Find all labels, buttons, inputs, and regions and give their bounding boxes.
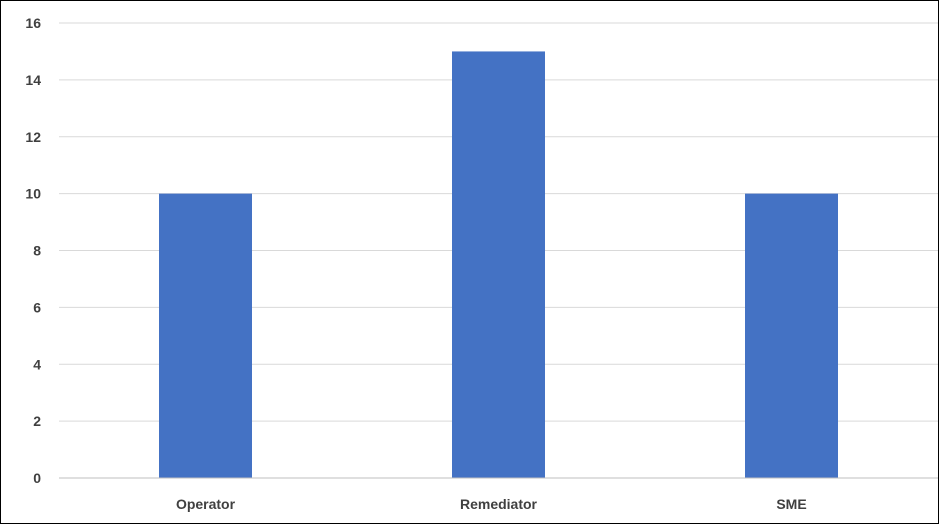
- y-tick-label: 0: [33, 470, 41, 486]
- x-category-label: SME: [776, 496, 806, 512]
- y-tick-label: 10: [25, 186, 41, 202]
- bar-remediator: [452, 51, 545, 478]
- y-axis-tick-labels: 0 2 4 6 8 10 12 14 16: [25, 15, 41, 486]
- y-tick-label: 4: [33, 356, 41, 372]
- x-category-label: Remediator: [460, 496, 538, 512]
- bar-sme: [745, 193, 838, 478]
- y-tick-label: 8: [33, 243, 41, 259]
- y-tick-label: 14: [25, 72, 41, 88]
- y-tick-label: 6: [33, 299, 41, 315]
- y-tick-label: 2: [33, 413, 41, 429]
- x-category-label: Operator: [176, 496, 236, 512]
- y-tick-label: 16: [25, 15, 41, 31]
- x-axis-category-labels: Operator Remediator SME: [176, 496, 807, 512]
- bars: [159, 51, 838, 478]
- bar-operator: [159, 193, 252, 478]
- y-tick-label: 12: [25, 129, 41, 145]
